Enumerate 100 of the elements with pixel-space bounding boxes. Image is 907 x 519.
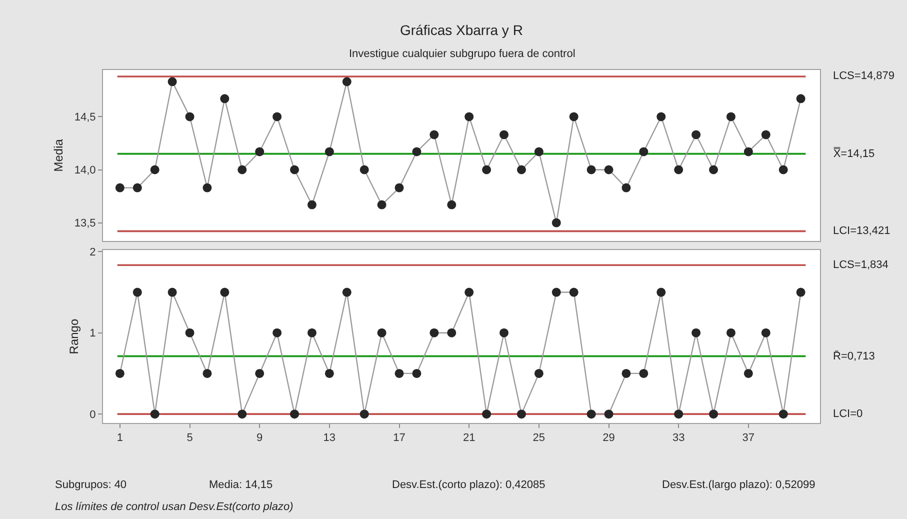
point (132, 183, 142, 192)
point (552, 218, 561, 228)
point (202, 183, 212, 192)
point (290, 410, 300, 419)
point (115, 183, 124, 192)
text: Los límites de control usan Desv.Est(corto plazo) (55, 501, 294, 513)
text: Desv.Est.(largo plazo): 0,52099 (662, 479, 816, 491)
text: Media: 14,15 (209, 479, 273, 491)
point (430, 328, 439, 338)
y-tick-label: 2 (90, 246, 96, 258)
point (692, 328, 701, 338)
point (464, 112, 474, 122)
point (255, 368, 264, 378)
point (586, 165, 596, 174)
ref-line-label: LCI=13,421 (833, 225, 890, 237)
point (482, 410, 492, 419)
x-tick-label: 9 (256, 432, 263, 444)
point (622, 368, 631, 378)
point (709, 165, 718, 174)
x-tick-label: 25 (532, 432, 546, 444)
point (255, 147, 264, 156)
y-tick-label: 14,5 (74, 112, 96, 124)
point (482, 165, 492, 174)
point (534, 147, 544, 156)
y-axis-title: Media (52, 138, 66, 172)
text: Desv.Est.(corto plazo): 0,42085 (392, 479, 546, 491)
point (604, 410, 614, 419)
point (307, 328, 316, 338)
point (586, 410, 596, 419)
point (394, 183, 404, 192)
x-tick-label: 17 (393, 432, 406, 444)
x-tick-label: 37 (742, 432, 755, 444)
point (150, 410, 160, 419)
point (744, 368, 753, 378)
point (360, 410, 369, 419)
point (150, 165, 160, 174)
point (796, 288, 806, 297)
point (324, 368, 334, 378)
x-tick-label: 1 (116, 432, 123, 444)
point (604, 165, 614, 174)
text: Subgrupos: 40 (55, 479, 127, 491)
point (377, 328, 386, 338)
point (238, 410, 247, 419)
point (516, 165, 526, 174)
point (238, 165, 247, 174)
point (674, 165, 684, 174)
chart-title: Gráficas Xbarra y R (400, 22, 523, 38)
point (447, 328, 456, 338)
point (185, 112, 194, 122)
point (272, 112, 282, 122)
point (656, 112, 666, 122)
point (761, 328, 770, 338)
point (360, 165, 369, 174)
point (115, 368, 124, 378)
point (220, 94, 230, 104)
point (168, 288, 177, 297)
ref-line-label: R̄=0,713 (833, 350, 875, 363)
y-tick-label: 14,0 (74, 164, 96, 177)
point (656, 288, 666, 297)
x-tick-label: 33 (672, 432, 685, 444)
point (569, 112, 578, 122)
point (778, 410, 788, 419)
point (761, 130, 770, 140)
point (272, 328, 282, 338)
point (290, 165, 300, 174)
point (412, 368, 422, 378)
point (500, 328, 509, 338)
point (430, 130, 439, 140)
y-tick-label: 13,5 (74, 218, 96, 230)
ref-line-label: LCI=0 (833, 408, 863, 420)
y-axis-title: Rango (66, 318, 81, 354)
point (202, 368, 212, 378)
ref-line-label: LCS=14,879 (833, 70, 894, 82)
point (726, 112, 736, 122)
point (744, 147, 753, 156)
point (307, 200, 316, 210)
point (569, 288, 578, 297)
chart-subtitle: Investigue cualquier subgrupo fuera de control (349, 48, 576, 60)
point (324, 147, 334, 156)
ref-line-label: LCS=1,834 (833, 259, 888, 271)
point (342, 77, 352, 86)
point (778, 165, 788, 174)
point (622, 183, 631, 192)
point (132, 288, 142, 297)
point (796, 94, 806, 104)
x-tick-label: 29 (602, 432, 615, 444)
point (692, 130, 701, 140)
point (674, 410, 684, 419)
point (342, 288, 352, 297)
point (552, 288, 561, 297)
y-tick-label: 0 (90, 408, 96, 421)
point (377, 200, 386, 210)
point (709, 410, 718, 419)
point (516, 410, 526, 419)
x-tick-label: 5 (186, 432, 193, 444)
y-tick-label: 1 (90, 328, 96, 340)
point (447, 200, 456, 210)
point (220, 288, 230, 297)
point (639, 368, 648, 378)
point (500, 130, 509, 140)
